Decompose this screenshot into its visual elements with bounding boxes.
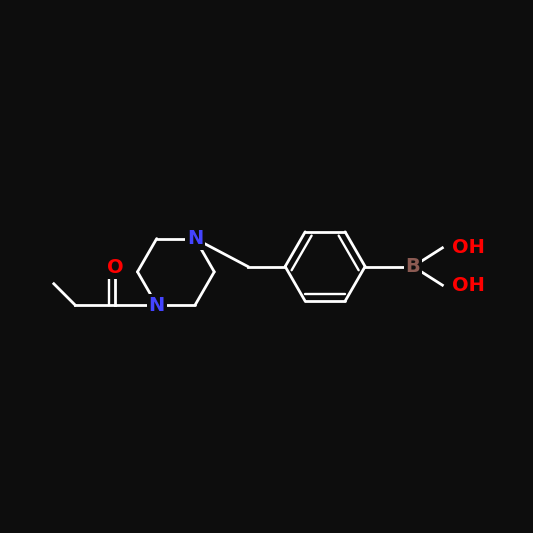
Text: O: O	[107, 259, 124, 277]
Text: N: N	[149, 296, 165, 314]
Text: OH: OH	[452, 238, 485, 257]
Text: B: B	[406, 257, 421, 276]
Text: N: N	[187, 229, 203, 248]
Text: OH: OH	[452, 276, 485, 295]
